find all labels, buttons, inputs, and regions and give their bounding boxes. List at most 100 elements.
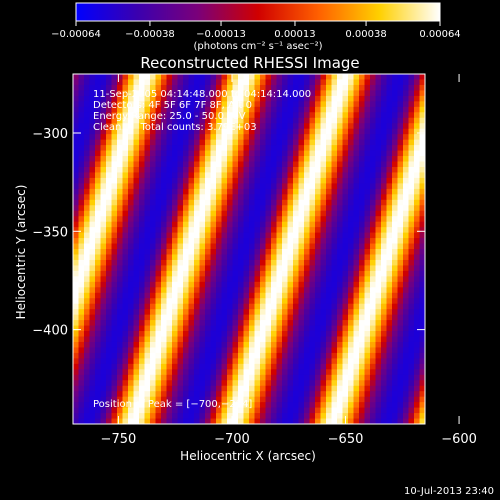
heatmap-cell [216,369,223,376]
heatmap-cell [392,134,399,141]
heatmap-cell [271,90,278,97]
heatmap-cell [403,188,410,195]
heatmap-cell [199,303,206,310]
heatmap-cell [370,84,377,92]
heatmap-cell [172,369,179,376]
heatmap-cell [194,407,201,414]
heatmap-cell [386,79,393,86]
heatmap-cell [73,407,80,414]
heatmap-cell [243,309,250,316]
heatmap-cell [73,309,80,316]
heatmap-cell [243,101,250,108]
heatmap-cell [364,106,371,113]
heatmap-cell [183,358,190,365]
heatmap-cell [106,347,113,354]
heatmap-cell [166,199,173,206]
heatmap-cell [117,205,124,212]
heatmap-cell [188,205,195,212]
heatmap-cell [238,265,245,272]
heatmap-cell [111,232,118,239]
heatmap-cell [276,183,283,190]
heatmap-cell [177,298,184,305]
heatmap-cell [348,298,355,305]
heatmap-cell [133,331,140,338]
heatmap-cell [194,74,201,81]
heatmap-cell [155,238,162,245]
heatmap-cell [282,254,289,261]
heatmap-cell [414,227,421,234]
heatmap-cell [139,418,146,424]
heatmap-cell [122,391,129,398]
heatmap-cell [73,347,80,354]
heatmap-cell [403,396,410,403]
heatmap-cell [348,177,355,184]
heatmap-cell [150,314,157,321]
heatmap-cell [84,281,91,288]
heatmap-cell [309,106,316,113]
heatmap-cell [370,112,377,119]
heatmap-cell [111,325,118,332]
heatmap-cell [397,210,404,217]
heatmap-cell [155,259,162,267]
heatmap-cell [139,281,146,288]
heatmap-cell [260,161,267,168]
heatmap-cell [353,320,360,327]
heatmap-cell [287,292,294,299]
heatmap-cell [392,303,399,310]
heatmap-cell [298,210,305,217]
heatmap-cell [188,336,195,343]
heatmap-cell [249,309,256,316]
heatmap-cell [139,128,146,135]
heatmap-cell [386,95,393,102]
heatmap-cell [78,314,85,321]
heatmap-cell [205,177,212,184]
heatmap-cell [194,358,201,365]
heatmap-cell [326,259,333,267]
heatmap-cell [249,385,256,392]
heatmap-cell [133,161,140,168]
heatmap-cell [221,270,228,277]
heatmap-cell [133,391,140,398]
heatmap-cell [414,325,421,332]
heatmap-cell [249,418,256,424]
heatmap-cell [177,402,184,409]
heatmap-cell [370,413,377,420]
heatmap-cell [348,210,355,217]
heatmap-cell [359,161,366,168]
heatmap-cell [221,238,228,245]
heatmap-cell [210,336,217,343]
heatmap-cell [315,150,322,157]
heatmap-cell [183,161,190,168]
colorbar-tick-label: −0.00013 [196,29,246,40]
heatmap-cell [144,287,151,294]
heatmap-cell [100,320,107,327]
heatmap-cell [243,145,250,152]
heatmap-cell [166,134,173,141]
heatmap-cell [106,177,113,184]
heatmap-cell [254,84,261,92]
heatmap-cell [337,188,344,195]
heatmap-cell [276,161,283,168]
heatmap-cell [117,128,124,135]
heatmap-cell [232,112,239,119]
heatmap-cell [359,216,366,223]
heatmap-cell [166,128,173,135]
heatmap-cell [370,396,377,403]
heatmap-cell [106,413,113,420]
heatmap-cell [298,90,305,97]
heatmap-cell [342,265,349,272]
heatmap-cell [111,303,118,310]
heatmap-cell [320,199,327,206]
heatmap-cell [172,177,179,184]
heatmap-cell [276,320,283,327]
heatmap-cell [364,309,371,316]
heatmap-cell [364,139,371,146]
heatmap-cell [227,101,234,108]
heatmap-cell [89,166,96,174]
heatmap-cell [133,341,140,349]
heatmap-cell [139,352,146,359]
heatmap-cell [117,90,124,97]
heatmap-cell [304,341,311,349]
heatmap-cell [249,369,256,376]
heatmap-cell [128,117,135,124]
